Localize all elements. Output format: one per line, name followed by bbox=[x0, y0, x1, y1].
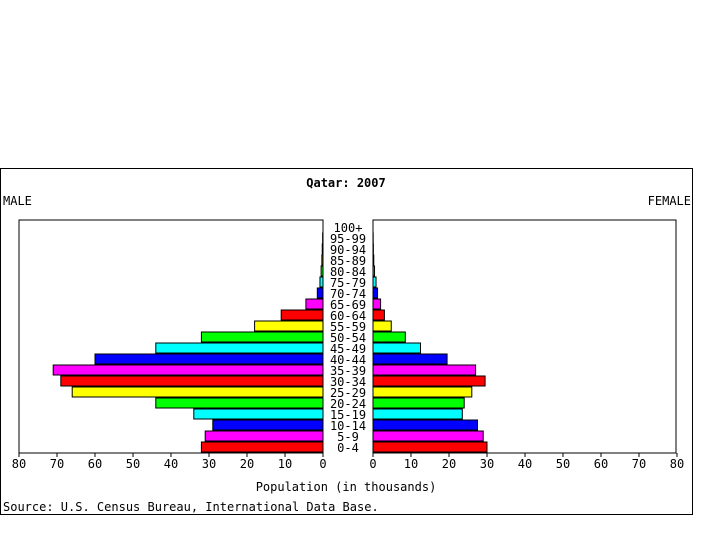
age-label-20-24: 20-24 bbox=[330, 397, 366, 411]
female-bar-55-59 bbox=[372, 320, 392, 332]
male-bar-25-29 bbox=[71, 386, 324, 398]
female-tick-label-30: 30 bbox=[480, 457, 494, 471]
female-bar-70-74 bbox=[372, 287, 379, 299]
male-bar-35-39 bbox=[52, 364, 324, 376]
female-bar-65-69 bbox=[372, 298, 382, 310]
age-label-50-54: 50-54 bbox=[330, 331, 366, 345]
male-tick-label-40: 40 bbox=[164, 457, 178, 471]
female-bar-75-79 bbox=[372, 276, 377, 288]
male-tick-label-0: 0 bbox=[319, 457, 326, 471]
age-label-80-84: 80-84 bbox=[330, 265, 366, 279]
male-bar-65-69 bbox=[305, 298, 324, 310]
age-label-65-69: 65-69 bbox=[330, 298, 366, 312]
female-bar-50-54 bbox=[372, 331, 406, 343]
age-label-85-89: 85-89 bbox=[330, 254, 366, 268]
age-label-55-59: 55-59 bbox=[330, 320, 366, 334]
male-bar-0-4 bbox=[200, 441, 324, 453]
female-tick-label-70: 70 bbox=[632, 457, 646, 471]
female-bar-20-24 bbox=[372, 397, 465, 409]
male-label: MALE bbox=[3, 194, 32, 208]
female-bar-5-9 bbox=[372, 430, 484, 442]
male-bar-50-54 bbox=[200, 331, 324, 343]
female-tick-label-50: 50 bbox=[556, 457, 570, 471]
female-tick-label-40: 40 bbox=[518, 457, 532, 471]
male-bar-60-64 bbox=[280, 309, 324, 321]
age-label-10-14: 10-14 bbox=[330, 419, 366, 433]
female-label: FEMALE bbox=[648, 194, 691, 208]
age-label-25-29: 25-29 bbox=[330, 386, 366, 400]
age-label-45-49: 45-49 bbox=[330, 342, 366, 356]
age-label-30-34: 30-34 bbox=[330, 375, 366, 389]
male-tick-label-80: 80 bbox=[12, 457, 26, 471]
male-tick-label-50: 50 bbox=[126, 457, 140, 471]
male-bar-85-89 bbox=[321, 254, 324, 266]
female-bar-45-49 bbox=[372, 342, 421, 354]
female-tick-label-10: 10 bbox=[404, 457, 418, 471]
male-tick-label-30: 30 bbox=[202, 457, 216, 471]
population-pyramid-chart: Qatar: 2007 MALE FEMALE 0-45-910-1415-19… bbox=[3, 176, 691, 514]
male-tick-label-70: 70 bbox=[50, 457, 64, 471]
male-bar-30-34 bbox=[60, 375, 324, 387]
male-bar-70-74 bbox=[316, 287, 324, 299]
male-tick-label-20: 20 bbox=[240, 457, 254, 471]
female-bar-40-44 bbox=[372, 353, 448, 365]
age-label-100+: 100+ bbox=[334, 221, 363, 235]
female-bar-35-39 bbox=[372, 364, 477, 376]
age-label-70-74: 70-74 bbox=[330, 287, 366, 301]
male-bar-80-84 bbox=[320, 265, 324, 277]
male-bar-5-9 bbox=[204, 430, 324, 442]
age-label-0-4: 0-4 bbox=[337, 441, 359, 455]
female-bar-85-89 bbox=[372, 254, 375, 266]
female-bar-25-29 bbox=[372, 386, 473, 398]
chart-frame: Qatar: 2007 MALE FEMALE 0-4 5-9 10-14 15-19… bbox=[0, 168, 693, 515]
female-tick-label-60: 60 bbox=[594, 457, 608, 471]
age-label-60-64: 60-64 bbox=[330, 309, 366, 323]
male-tick-label-60: 60 bbox=[88, 457, 102, 471]
male-bar-40-44 bbox=[94, 353, 324, 365]
age-label-35-39: 35-39 bbox=[330, 364, 366, 378]
female-bar-15-19 bbox=[372, 408, 463, 420]
chart-title: Qatar: 2007 bbox=[306, 176, 385, 190]
age-group-labels: 0-45-910-1415-1920-2425-2930-3435-3940-4… bbox=[330, 221, 366, 455]
age-label-5-9: 5-9 bbox=[337, 430, 359, 444]
age-label-90-94: 90-94 bbox=[330, 243, 366, 257]
female-bar-10-14 bbox=[372, 419, 478, 431]
female-tick-label-0: 0 bbox=[369, 457, 376, 471]
age-label-75-79: 75-79 bbox=[330, 276, 366, 290]
female-bar-30-34 bbox=[372, 375, 486, 387]
female-bars bbox=[372, 232, 488, 453]
female-tick-label-20: 20 bbox=[442, 457, 456, 471]
female-bar-0-4 bbox=[372, 441, 488, 453]
male-tick-label-10: 10 bbox=[278, 457, 292, 471]
age-label-15-19: 15-19 bbox=[330, 408, 366, 422]
female-tick-label-80: 80 bbox=[670, 457, 684, 471]
source-note: Source: U.S. Census Bureau, Internationa… bbox=[3, 500, 379, 514]
female-bar-60-64 bbox=[372, 309, 385, 321]
x-axis-label: Population (in thousands) bbox=[256, 480, 437, 494]
male-bar-15-19 bbox=[193, 408, 324, 420]
male-bar-90-94 bbox=[321, 243, 324, 255]
male-bar-55-59 bbox=[254, 320, 324, 332]
male-bars bbox=[52, 232, 324, 453]
x-axis-ticks: 80 70 60 50 40 30 20 10 0 0 10 20 30 40 50 60 70 80 bbox=[12, 453, 684, 471]
age-label-95-99: 95-99 bbox=[330, 232, 366, 246]
female-bar-80-84 bbox=[372, 265, 376, 277]
male-bar-20-24 bbox=[155, 397, 324, 409]
age-label-40-44: 40-44 bbox=[330, 353, 366, 367]
male-bar-10-14 bbox=[212, 419, 324, 431]
male-bar-75-79 bbox=[319, 276, 324, 288]
male-bar-45-49 bbox=[155, 342, 324, 354]
